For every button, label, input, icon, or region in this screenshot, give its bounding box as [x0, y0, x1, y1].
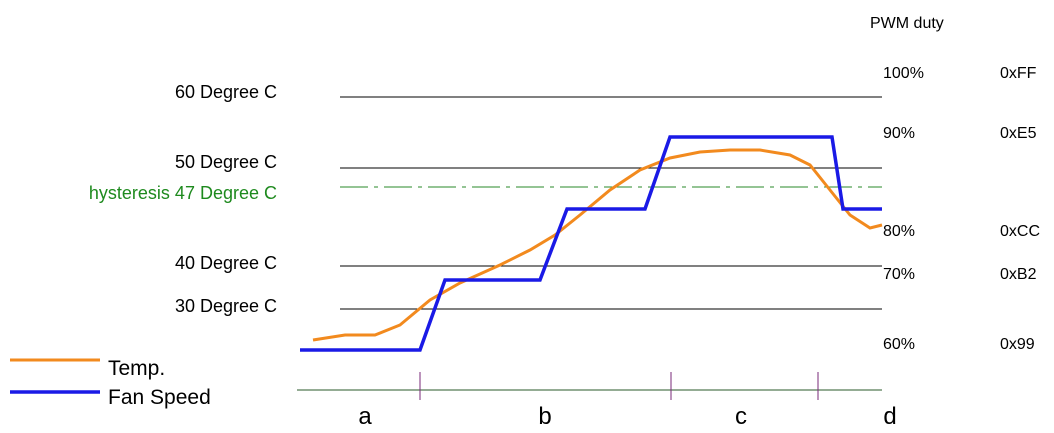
phase-label: d: [883, 403, 896, 430]
pwm-heading: PWM duty: [870, 15, 944, 32]
duty-hex: 0xE5: [1000, 125, 1037, 142]
phase-label: b: [538, 403, 551, 430]
temperature-label: 40 Degree C: [175, 253, 277, 273]
duty-percent: 80%: [883, 223, 915, 240]
duty-percent: 100%: [883, 65, 924, 82]
duty-hex: 0xFF: [1000, 65, 1037, 82]
fan-speed-curve: [300, 135, 882, 352]
phase-ticks: [419, 372, 819, 400]
duty-percent: 60%: [883, 336, 915, 353]
duty-hex: 0xCC: [1000, 223, 1040, 240]
duty-percent: 70%: [883, 266, 915, 283]
legend-label: Fan Speed: [108, 386, 211, 409]
temperature-label: 50 Degree C: [175, 152, 277, 172]
duty-hex: 0x99: [1000, 336, 1035, 353]
phase-label: c: [735, 403, 747, 430]
hysteresis-label: hysteresis 47 Degree C: [89, 183, 277, 203]
duty-percent: 90%: [883, 125, 915, 142]
temp-curve: [312, 148, 883, 342]
phase-label: a: [358, 403, 372, 430]
duty-hex: 0xB2: [1000, 266, 1037, 283]
legend-label: Temp.: [108, 357, 165, 380]
temperature-lines: [340, 96, 882, 310]
temperature-label: 60 Degree C: [175, 82, 277, 102]
temperature-label: 30 Degree C: [175, 296, 277, 316]
